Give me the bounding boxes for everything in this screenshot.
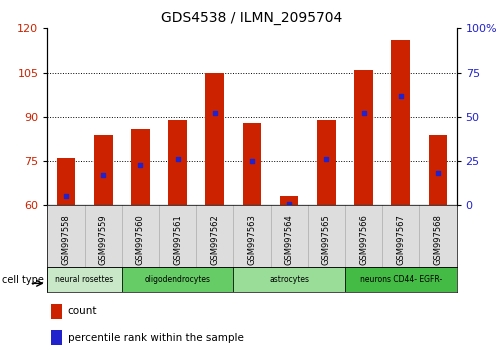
Bar [317,120,336,205]
Text: GSM997565: GSM997565 [322,215,331,266]
Point [136,162,144,167]
Bar [392,40,410,205]
Text: GSM997559: GSM997559 [99,215,108,265]
Bar [234,267,345,292]
Point [174,156,182,162]
Text: oligodendrocytes: oligodendrocytes [145,275,211,284]
Text: cell type: cell type [2,275,44,285]
Point [248,158,256,164]
Text: GSM997558: GSM997558 [61,215,70,266]
Point [322,156,330,162]
Bar [122,267,234,292]
Bar [51,304,62,319]
Text: GSM997564: GSM997564 [285,215,294,266]
Text: GSM997560: GSM997560 [136,215,145,266]
Bar [243,123,261,205]
Text: count: count [68,306,97,316]
Point [285,201,293,206]
Text: GSM997563: GSM997563 [248,215,256,266]
Bar [345,267,457,292]
Text: GSM997566: GSM997566 [359,215,368,266]
Point [397,93,405,98]
Bar [94,135,112,205]
Text: neural rosettes: neural rosettes [55,275,114,284]
Point [211,110,219,116]
Bar [51,330,62,345]
Point [434,171,442,176]
Bar [429,135,447,205]
Text: GSM997567: GSM997567 [396,215,405,266]
Point [360,110,368,116]
Bar [280,196,298,205]
Bar [57,158,75,205]
Text: GSM997561: GSM997561 [173,215,182,266]
Text: GSM997562: GSM997562 [210,215,219,266]
Point [62,194,70,199]
Bar [47,267,122,292]
Point [99,172,107,178]
Bar [168,120,187,205]
Text: percentile rank within the sample: percentile rank within the sample [68,333,244,343]
Bar [131,129,150,205]
Text: GSM997568: GSM997568 [434,215,443,266]
Bar [354,70,373,205]
Bar [206,73,224,205]
Title: GDS4538 / ILMN_2095704: GDS4538 / ILMN_2095704 [161,11,343,24]
Text: astrocytes: astrocytes [269,275,309,284]
Text: neurons CD44- EGFR-: neurons CD44- EGFR- [360,275,442,284]
